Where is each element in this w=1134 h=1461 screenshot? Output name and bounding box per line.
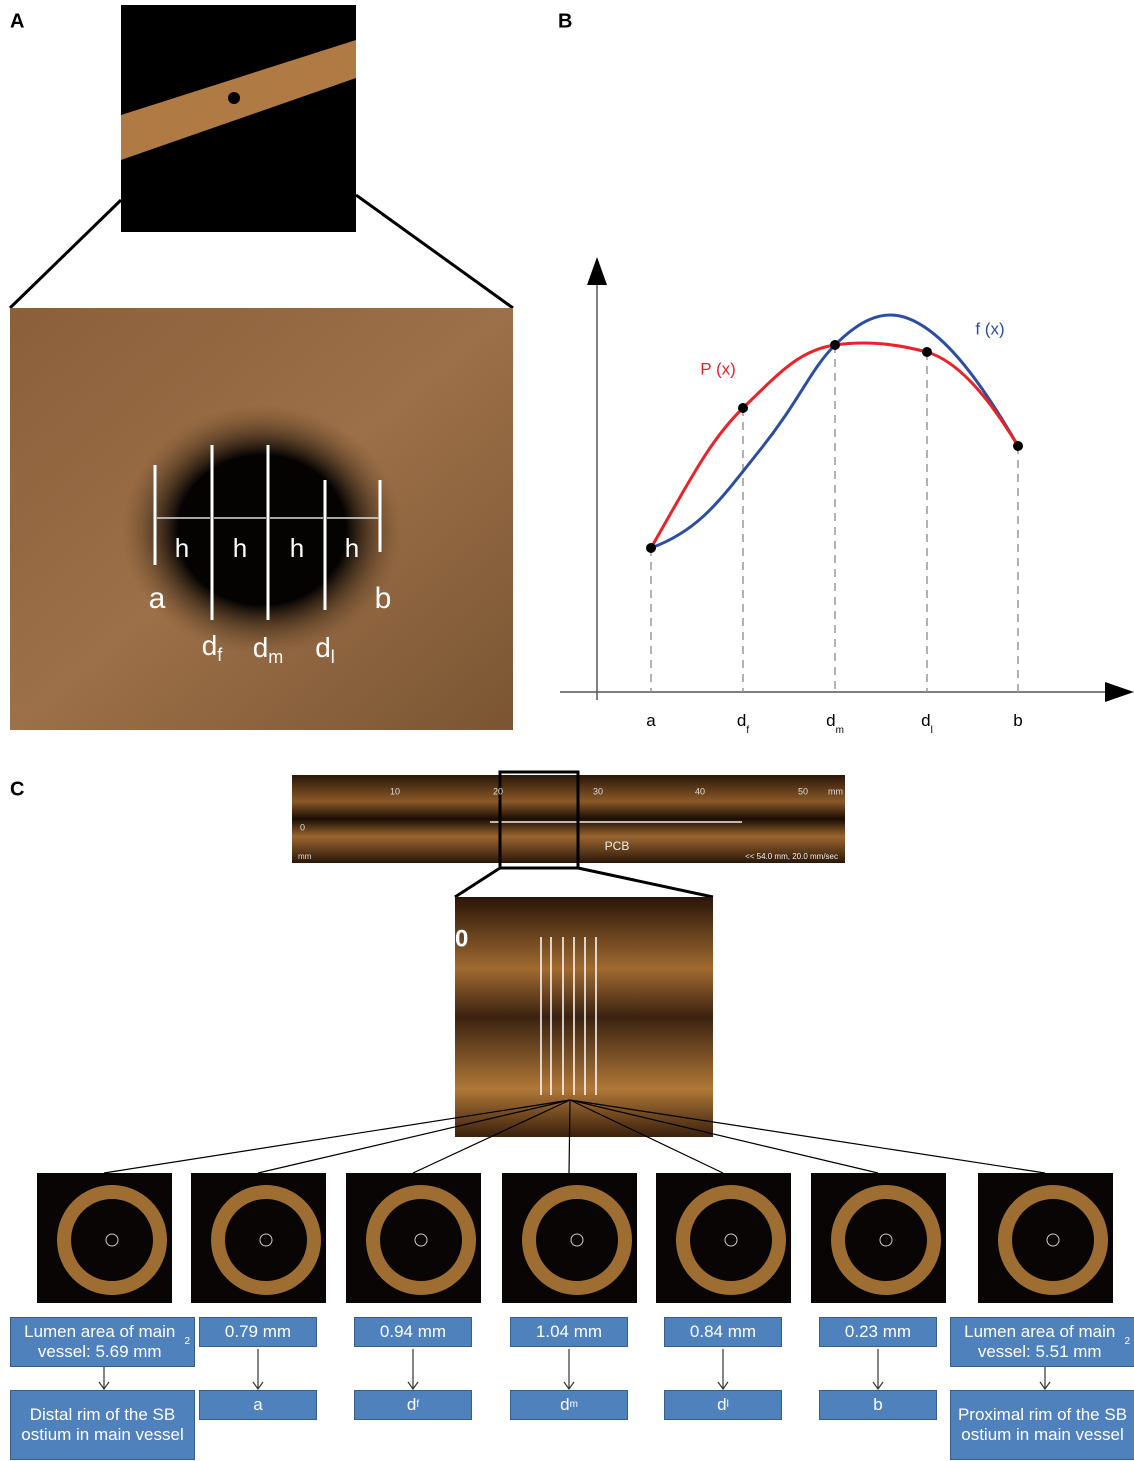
x-label: df <box>737 711 749 735</box>
ostium <box>228 92 240 104</box>
scan-tick: 50 <box>798 786 808 796</box>
box-text: d <box>560 1395 569 1415</box>
label-box: Lumen area of main vessel: 5.69 mm2 <box>10 1317 195 1367</box>
scan-unit: mm <box>828 786 843 796</box>
device-label: PCB <box>605 839 630 853</box>
x-label-part: a <box>646 711 656 730</box>
x-label: a <box>646 711 656 730</box>
scan-zero: 0 <box>300 822 305 832</box>
scan-tick: 20 <box>493 786 503 796</box>
box-text: Distal rim of the SB ostium in main vess… <box>15 1405 190 1444</box>
scan-tick: 40 <box>695 786 705 796</box>
h-label: h <box>290 533 304 563</box>
curve-label: P (x) <box>700 359 736 378</box>
zoom-line <box>455 868 500 897</box>
zoom-line <box>578 868 713 897</box>
end-label: b <box>375 582 392 615</box>
figure: ABChhhhabdfdmdlP (x)f (x)adfdmdlb1020304… <box>0 0 1134 1461</box>
label-box: 0.84 mm <box>664 1317 782 1347</box>
oct-longitudinal <box>292 775 845 863</box>
figure-page: {"panel_labels": ["A", "B", "C"], "panel… <box>0 0 1134 1461</box>
box-text: Lumen area of main vessel: 5.51 mm <box>955 1322 1124 1361</box>
axis-arrow <box>587 257 607 285</box>
oct-zoom <box>455 897 713 1137</box>
h-label: h <box>345 533 359 563</box>
label-box: 0.94 mm <box>354 1317 472 1347</box>
x-label-part: d <box>737 711 746 730</box>
panel-label: C <box>10 778 24 800</box>
box-text: 0.94 mm <box>380 1322 446 1342</box>
zoom-line <box>356 195 513 308</box>
h-label: h <box>233 533 247 563</box>
box-text: 2 <box>1124 1336 1130 1348</box>
subscript: f <box>746 725 749 736</box>
scan-tick: 10 <box>390 786 400 796</box>
subscript: m <box>836 725 844 736</box>
box-text: b <box>873 1395 882 1415</box>
ostium-zoom <box>122 405 402 655</box>
zoom-line <box>10 200 121 308</box>
box-text: d <box>717 1395 726 1415</box>
box-text: 0.84 mm <box>690 1322 756 1342</box>
x-label: b <box>1013 711 1022 730</box>
box-text: m <box>570 1399 578 1411</box>
label-box: 0.23 mm <box>819 1317 937 1347</box>
x-label-part: d <box>921 711 930 730</box>
label-box: Distal rim of the SB ostium in main vess… <box>10 1390 195 1460</box>
scan-unit: mm <box>298 852 312 861</box>
axis-arrow <box>1105 682 1134 702</box>
box-text: 2 <box>184 1336 190 1348</box>
box-text: 0.79 mm <box>225 1322 291 1342</box>
subscript: l <box>931 725 933 736</box>
x-label: dm <box>826 711 844 735</box>
label-box: 1.04 mm <box>510 1317 628 1347</box>
box-text: 0.23 mm <box>845 1322 911 1342</box>
h-label: h <box>175 533 189 563</box>
box-text: f <box>416 1399 419 1411</box>
label-box: 0.79 mm <box>199 1317 317 1347</box>
curve-label: f (x) <box>975 319 1004 338</box>
scan-info: << 54.0 mm, 20.0 mm/sec <box>745 852 838 861</box>
panel-label: B <box>558 10 572 32</box>
box-text: 1.04 mm <box>536 1322 602 1342</box>
box-text: a <box>253 1395 262 1415</box>
end-label: a <box>149 582 166 615</box>
point-label-part: d <box>202 630 218 661</box>
box-text: d <box>407 1395 416 1415</box>
point-label-part: d <box>253 632 269 663</box>
box-text: Lumen area of main vessel: 5.69 mm <box>15 1322 184 1361</box>
point-label-part: d <box>315 632 331 663</box>
box-text: l <box>727 1399 729 1411</box>
label-box: Proximal rim of the SB ostium in main ve… <box>950 1390 1134 1460</box>
x-label-part: b <box>1013 711 1022 730</box>
panel-label: A <box>10 10 24 32</box>
dashed-guides <box>651 345 1018 692</box>
label-box: b <box>819 1390 937 1420</box>
scan-tick: 30 <box>593 786 603 796</box>
subscript: l <box>331 647 335 667</box>
box-text: Proximal rim of the SB ostium in main ve… <box>955 1405 1130 1444</box>
label-box: a <box>199 1390 317 1420</box>
zoom-label: 0 <box>455 925 468 952</box>
x-label: dl <box>921 711 933 735</box>
subscript: m <box>268 647 283 667</box>
x-label-part: d <box>826 711 835 730</box>
